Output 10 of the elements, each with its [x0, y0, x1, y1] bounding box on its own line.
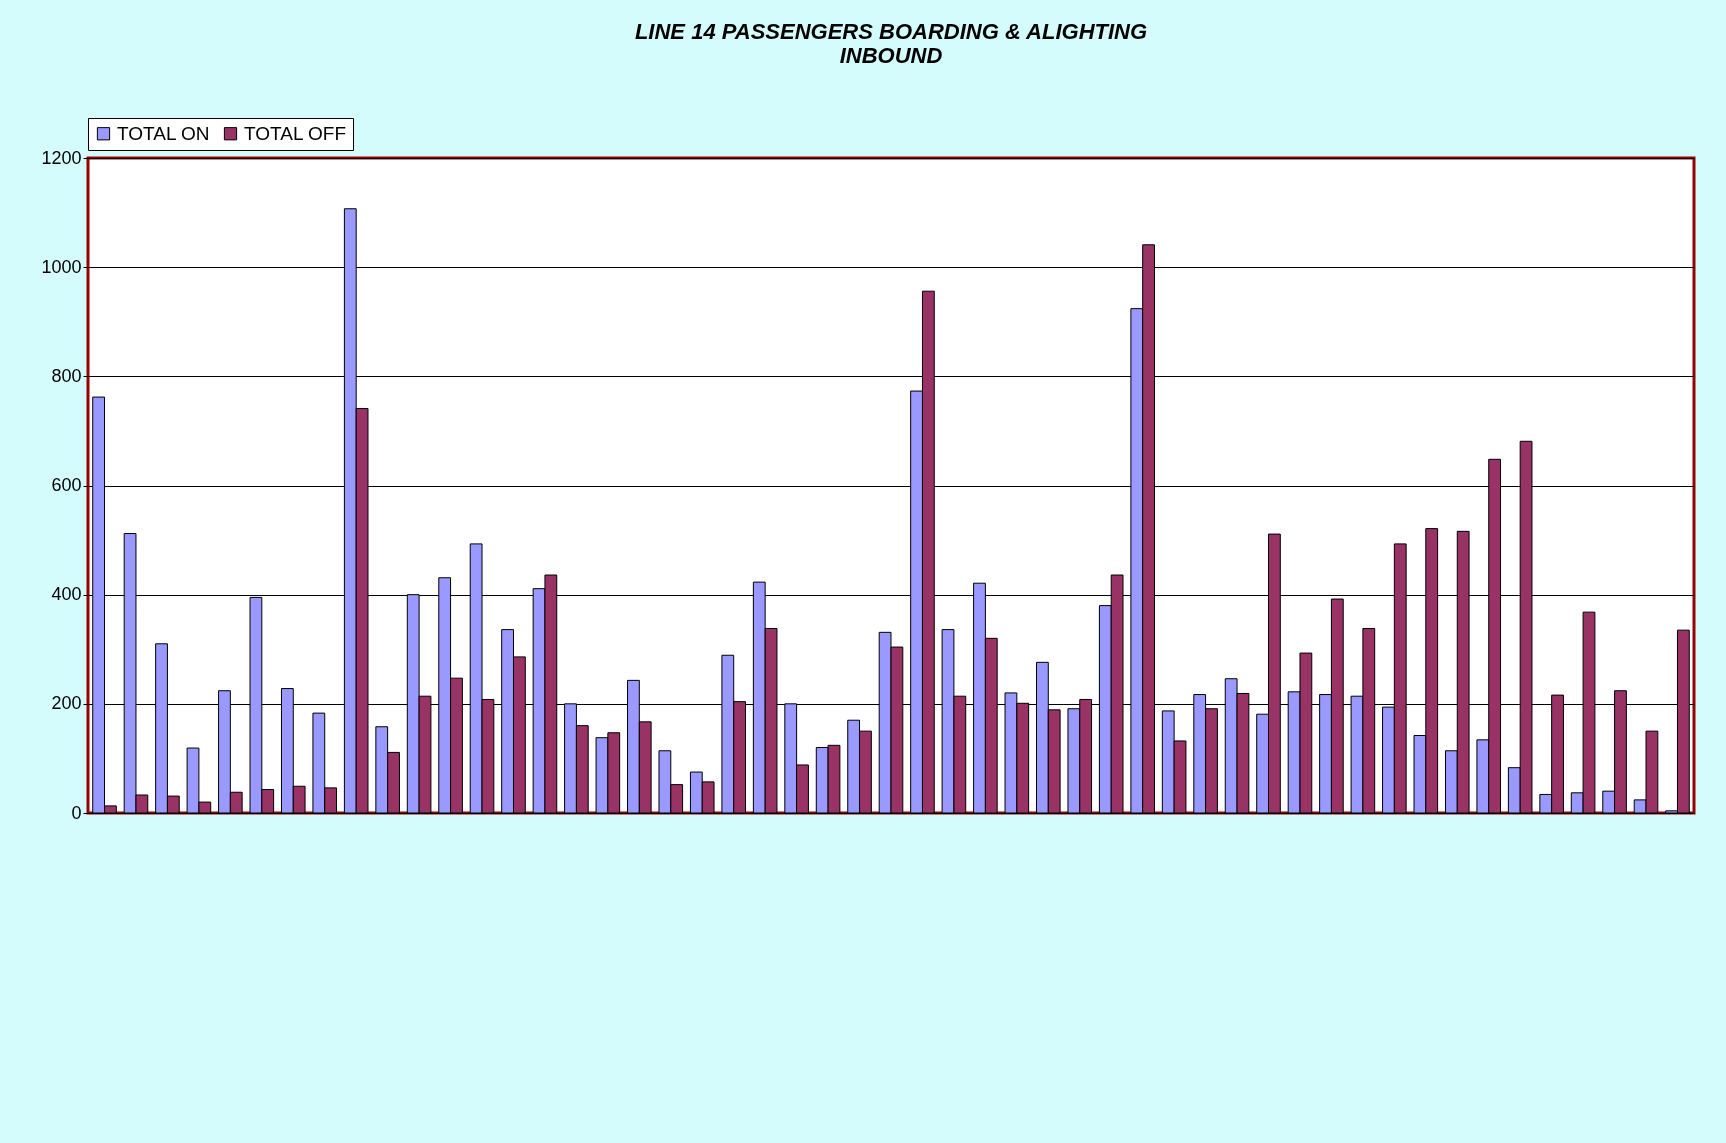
y-tick-label: 200 [51, 693, 82, 714]
y-tick-label: 1000 [41, 256, 82, 277]
y-tick-label: 1200 [41, 147, 82, 168]
legend-label: TOTAL ON [117, 122, 210, 144]
chart-title: LINE 14 PASSENGERS BOARDING & ALIGHTING INBOUND [634, 18, 1148, 68]
y-tick-label: 0 [71, 802, 82, 823]
legend-label: TOTAL OFF [244, 122, 347, 144]
y-tick-label: 400 [51, 584, 82, 605]
y-tick-label: 800 [51, 365, 82, 386]
y-tick-label: 600 [51, 475, 82, 495]
